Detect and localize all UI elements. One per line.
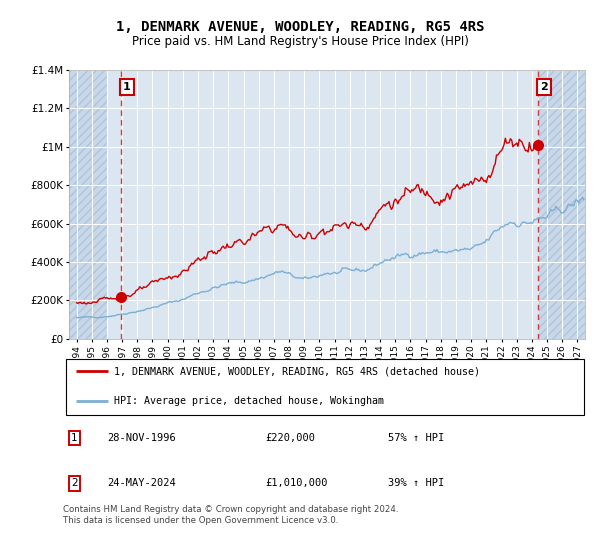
Text: 1: 1 [123,82,131,92]
Text: 57% ↑ HPI: 57% ↑ HPI [389,433,445,443]
Text: 1, DENMARK AVENUE, WOODLEY, READING, RG5 4RS (detached house): 1, DENMARK AVENUE, WOODLEY, READING, RG5… [115,366,481,376]
Bar [539,70,585,339]
Text: HPI: Average price, detached house, Wokingham: HPI: Average price, detached house, Woki… [115,396,385,407]
Text: £1,010,000: £1,010,000 [265,478,328,488]
Text: 28-NOV-1996: 28-NOV-1996 [107,433,176,443]
Text: 24-MAY-2024: 24-MAY-2024 [107,478,176,488]
Text: 2: 2 [540,82,548,92]
Text: 1, DENMARK AVENUE, WOODLEY, READING, RG5 4RS: 1, DENMARK AVENUE, WOODLEY, READING, RG5… [116,20,484,34]
Text: 1: 1 [71,433,78,443]
Text: 2: 2 [71,478,78,488]
FancyBboxPatch shape [65,359,584,415]
Bar [69,70,107,339]
Text: 39% ↑ HPI: 39% ↑ HPI [389,478,445,488]
Text: Contains HM Land Registry data © Crown copyright and database right 2024.
This d: Contains HM Land Registry data © Crown c… [63,505,398,525]
Text: £220,000: £220,000 [265,433,315,443]
Text: Price paid vs. HM Land Registry's House Price Index (HPI): Price paid vs. HM Land Registry's House … [131,35,469,48]
